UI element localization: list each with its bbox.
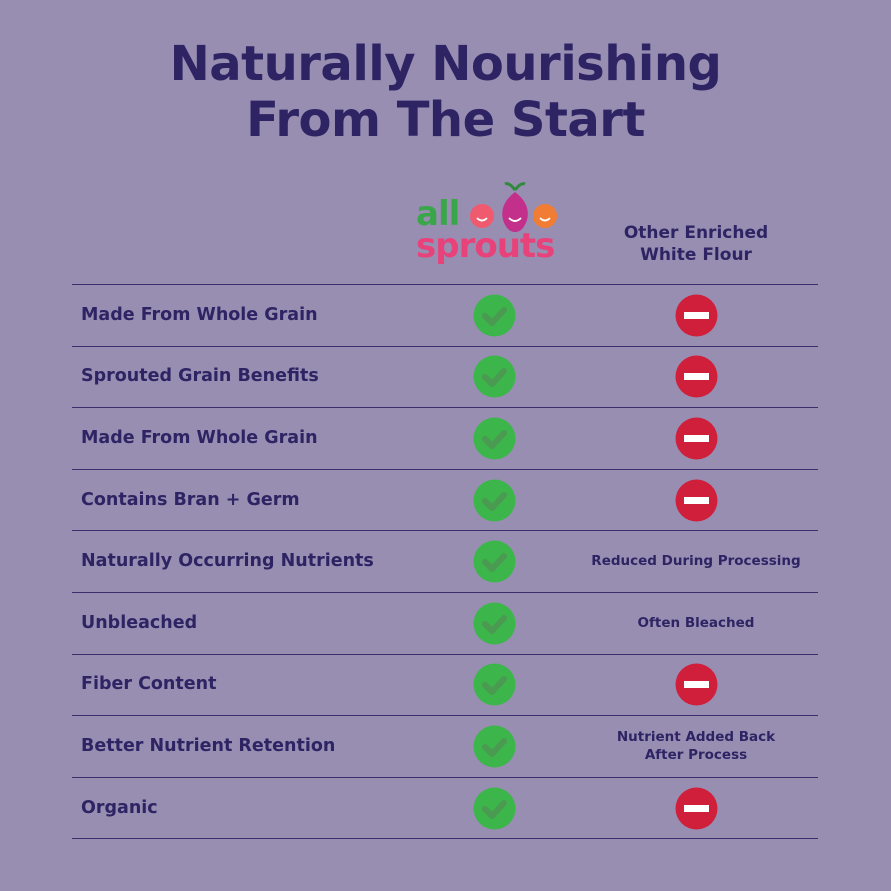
- row-rule: [72, 715, 818, 717]
- row-rule: [72, 530, 818, 532]
- row-rule: [72, 653, 818, 655]
- other-note: Nutrient Added Back After Process: [586, 728, 806, 764]
- note-line: Often Bleached: [637, 614, 755, 631]
- check-icon: [473, 355, 516, 402]
- row-label: Fiber Content: [81, 674, 217, 695]
- row-rule: [72, 838, 818, 840]
- header-line: Other Enriched: [623, 223, 769, 243]
- row-label: Organic: [81, 797, 158, 818]
- minus-icon: [675, 417, 718, 464]
- row-label: Unbleached: [81, 612, 198, 633]
- minus-icon: [675, 663, 718, 710]
- note-line: Reduced During Processing: [591, 553, 801, 570]
- title: Naturally Nourishing From The Start: [0, 36, 891, 148]
- row-rule: [72, 776, 818, 778]
- check-icon: [473, 417, 516, 464]
- logo-line: all: [416, 194, 460, 234]
- row-rule: [72, 407, 818, 409]
- row-rule: [72, 592, 818, 593]
- minus-icon: [675, 787, 718, 834]
- other-note: Often Bleached: [586, 614, 806, 632]
- check-icon: [473, 540, 516, 587]
- logo-line: sprouts: [416, 226, 555, 266]
- header-rule: [72, 284, 818, 285]
- row-label: Contains Bran + Germ: [81, 489, 300, 510]
- row-label: Made From Whole Grain: [81, 428, 318, 448]
- minus-icon: [675, 479, 718, 526]
- check-icon: [473, 602, 516, 649]
- note-line: After Process: [644, 747, 748, 763]
- header-line: White Flour: [640, 245, 752, 265]
- title-line: From The Start: [246, 92, 645, 148]
- row-label: Better Nutrient Retention: [81, 736, 336, 756]
- check-icon: [473, 787, 516, 834]
- check-icon: [473, 294, 516, 341]
- column-header: Other Enriched White Flour: [596, 222, 796, 266]
- row-rule: [72, 345, 818, 347]
- row-label: Sprouted Grain Benefits: [81, 366, 319, 387]
- row-rule: [72, 468, 818, 470]
- check-icon: [473, 663, 516, 710]
- minus-icon: [675, 294, 718, 341]
- logo-fruits: [470, 182, 557, 232]
- note-line: Nutrient Added Back: [616, 729, 776, 745]
- brand-logo: all sprouts: [412, 178, 580, 273]
- title-line: Naturally Nourishing: [169, 36, 722, 92]
- check-icon: [473, 725, 516, 772]
- row-label: Naturally Occurring Nutrients: [81, 551, 374, 572]
- minus-icon: [675, 355, 718, 402]
- check-icon: [473, 479, 516, 526]
- row-label: Made From Whole Grain: [81, 304, 318, 325]
- other-note: Reduced During Processing: [586, 552, 806, 570]
